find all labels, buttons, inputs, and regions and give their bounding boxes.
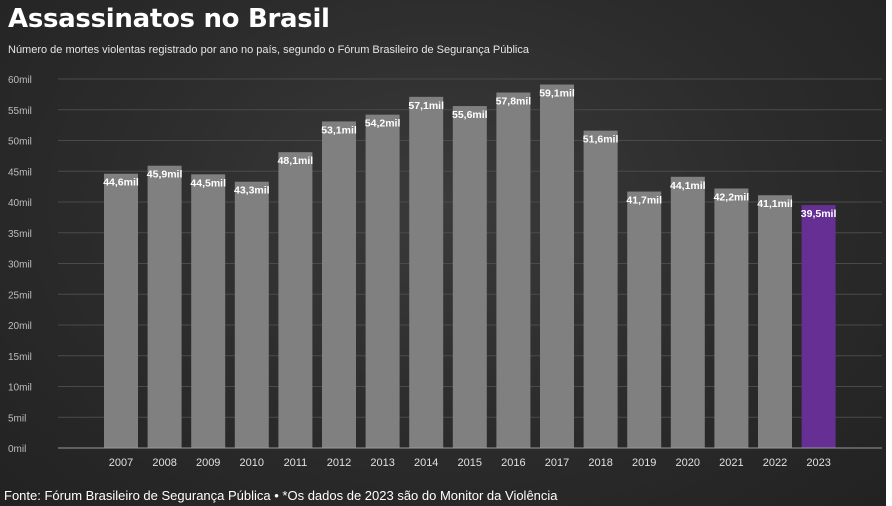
bar bbox=[801, 205, 836, 448]
bar bbox=[758, 195, 792, 448]
x-tick-label: 2021 bbox=[719, 457, 743, 469]
data-label: 39,5mil bbox=[801, 208, 837, 220]
y-tick-label: 30mil bbox=[8, 260, 32, 271]
x-tick-label: 2016 bbox=[501, 457, 525, 469]
source-footer: Fonte: Fórum Brasileiro de Segurança Púb… bbox=[4, 488, 558, 503]
data-label: 59,1mil bbox=[539, 88, 575, 100]
bar bbox=[627, 191, 662, 449]
x-tick-label: 2019 bbox=[632, 457, 656, 469]
x-tick-label: 2012 bbox=[327, 457, 351, 469]
data-label: 51,6mil bbox=[583, 134, 619, 146]
data-label: 53,1mil bbox=[321, 124, 357, 136]
y-tick-label: 0mil bbox=[8, 444, 26, 455]
y-tick-label: 45mil bbox=[8, 167, 32, 178]
data-label: 41,1mil bbox=[757, 198, 793, 210]
data-label: 42,2mil bbox=[714, 191, 750, 203]
data-label: 48,1mil bbox=[278, 155, 314, 167]
y-tick-label: 15mil bbox=[8, 352, 32, 363]
chart-title: Assassinatos no Brasil bbox=[8, 4, 330, 34]
data-label: 43,3mil bbox=[234, 185, 270, 197]
bar bbox=[583, 130, 618, 448]
bar bbox=[714, 188, 749, 448]
x-tick-label: 2010 bbox=[240, 457, 264, 469]
x-tick-label: 2017 bbox=[545, 457, 569, 469]
y-tick-label: 5mil bbox=[8, 413, 26, 424]
data-label: 57,1mil bbox=[408, 100, 444, 112]
data-label: 55,6mil bbox=[452, 109, 488, 121]
bar bbox=[278, 152, 313, 448]
x-tick-label: 2020 bbox=[676, 457, 700, 469]
bar bbox=[234, 181, 269, 448]
x-tick-label: 2011 bbox=[284, 457, 308, 469]
bar bbox=[104, 173, 138, 448]
bar bbox=[191, 174, 226, 448]
bar bbox=[147, 165, 182, 448]
x-tick-label: 2008 bbox=[152, 457, 176, 469]
y-tick-label: 40mil bbox=[8, 198, 32, 209]
data-label: 45,9mil bbox=[147, 169, 183, 181]
y-tick-label: 35mil bbox=[8, 229, 32, 240]
chart-subtitle: Número de mortes violentas registrado po… bbox=[8, 44, 529, 56]
x-tick-label: 2007 bbox=[109, 457, 133, 469]
bar bbox=[670, 176, 705, 448]
bar bbox=[365, 114, 400, 449]
bar bbox=[409, 96, 444, 449]
data-label: 44,1mil bbox=[670, 180, 706, 192]
x-tick-label: 2022 bbox=[763, 457, 787, 469]
data-label: 41,7mil bbox=[626, 195, 662, 207]
data-label: 57,8mil bbox=[496, 96, 532, 108]
x-tick-label: 2014 bbox=[414, 457, 438, 469]
data-label: 44,5mil bbox=[190, 177, 226, 189]
y-tick-label: 60mil bbox=[8, 75, 32, 86]
data-label: 44,6mil bbox=[103, 177, 139, 189]
bar bbox=[322, 121, 356, 448]
x-tick-label: 2015 bbox=[458, 457, 482, 469]
y-tick-label: 25mil bbox=[8, 290, 32, 301]
x-tick-label: 2018 bbox=[588, 457, 612, 469]
bar bbox=[452, 106, 487, 448]
x-tick-label: 2009 bbox=[196, 457, 220, 469]
data-label: 54,2mil bbox=[365, 118, 401, 130]
y-tick-label: 55mil bbox=[8, 106, 32, 117]
bar bbox=[496, 92, 531, 448]
bar bbox=[540, 84, 574, 448]
y-tick-label: 20mil bbox=[8, 321, 32, 332]
x-tick-label: 2013 bbox=[370, 457, 394, 469]
y-tick-label: 10mil bbox=[8, 383, 32, 394]
x-tick-label: 2023 bbox=[806, 457, 830, 469]
y-tick-label: 50mil bbox=[8, 137, 32, 148]
